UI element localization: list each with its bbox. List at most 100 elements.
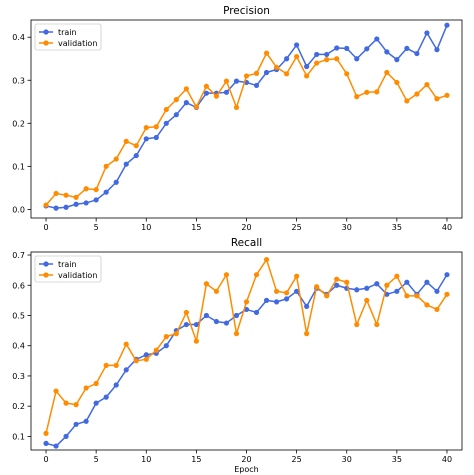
recall-train-point [123,367,129,373]
recall-x-tick-label: 25 [292,455,302,464]
recall-train-point [334,282,340,288]
precision-train-point [173,112,179,118]
recall-validation-point [344,279,350,285]
recall-x-tick-label: 15 [191,455,201,464]
recall-train-point [304,303,310,310]
recall-y-tick-label: 0.2 [12,402,25,411]
precision-train-point [314,51,320,58]
precision-train-point [113,179,119,185]
recall-x-tick-label: 0 [43,455,48,464]
recall-x-tick-label: 30 [342,455,352,464]
precision-legend-validation-marker [43,40,49,46]
precision-validation-point [63,192,69,198]
recall-train-point [163,343,169,349]
recall-validation-point [133,358,139,364]
recall-train-point [203,312,210,319]
recall-train-point [63,433,69,439]
recall-train-point [374,281,380,287]
recall-title: Recall [231,237,262,249]
precision-train-point [203,90,210,96]
precision-train-point [304,63,310,70]
precision-validation-point [414,91,420,97]
precision-validation-point [253,70,260,76]
precision-validation-point [273,64,280,70]
recall-train-point [394,288,400,294]
recall-train-point [263,297,270,303]
precision-validation-point [354,94,360,100]
recall-train-point [43,440,49,446]
recall-validation-point [263,256,270,263]
recall-legend-validation-label: validation [58,271,97,280]
precision-train-point [73,201,79,207]
recall-train-point [283,296,290,302]
precision-validation-point [123,138,129,144]
precision-validation-point [233,104,240,110]
precision-x-tick-label: 30 [342,223,352,232]
recall-validation-point [424,302,430,308]
precision-train-point [163,120,169,126]
recall-validation-point [243,299,250,305]
precision-x-tick-label: 20 [241,223,251,232]
precision-legend-train-label: train [58,28,77,37]
precision-train-point [183,100,189,106]
recall-train-point [103,394,109,400]
precision-validation-point [243,73,250,79]
precision-validation-point [203,83,210,89]
precision-train-point [364,46,370,52]
recall-validation-point [384,282,390,288]
recall-x-tick-label: 20 [241,455,251,464]
precision-y-tick-label: 0.4 [12,33,25,42]
recall-validation-point [374,321,380,328]
recall-validation-point [253,272,260,278]
precision-title: Precision [223,5,270,17]
precision-train-point [404,45,410,52]
recall-y-tick-label: 0.5 [12,311,25,320]
precision-validation-point [113,156,119,162]
precision-x-tick-label: 15 [191,223,201,232]
precision-chart: Precision 0 5 10 15 20 25 30 35 40 0.0 0.1 0.2 0.3 0.4… [12,5,463,232]
precision-validation-point [193,104,199,110]
recall-validation-point [233,331,240,337]
precision-validation-point [83,186,89,192]
precision-y-tick-label: 0.1 [12,162,25,171]
recall-x-tick-label: 35 [392,455,402,464]
recall-train-point [364,285,370,291]
precision-validation-point [133,143,139,149]
recall-validation-point [113,362,119,368]
precision-train-point [384,49,390,55]
recall-validation-point [163,334,169,340]
recall-validation-point [53,388,59,394]
recall-train-point [424,279,430,285]
precision-train-point [344,45,350,52]
recall-train-point [253,309,260,316]
recall-train-point [193,321,199,328]
recall-validation-point [404,293,410,299]
recall-x-tick-label: 40 [442,455,452,464]
precision-validation-point [374,89,380,95]
recall-y-tick-label: 0.4 [12,342,25,351]
precision-validation-point [143,125,149,131]
precision-legend-train-marker [43,29,49,35]
precision-validation-point [93,186,99,193]
precision-train-point [424,30,430,36]
precision-train-point [93,197,99,203]
precision-validation-point [424,81,430,88]
precision-validation-point [43,202,49,208]
recall-validation-point [63,400,69,406]
precision-train-point [334,45,340,51]
precision-train-point [123,161,129,167]
recall-train-point [273,299,280,305]
recall-validation-point [434,306,440,313]
recall-train-point [183,321,189,328]
precision-validation-point [314,60,320,66]
recall-y-tick-label: 0.1 [12,432,25,441]
precision-validation-point [223,78,230,84]
recall-validation-point [414,293,420,299]
precision-validation-point [394,79,400,86]
precision-train-point [53,205,59,211]
recall-train-point [143,352,149,358]
precision-validation-point [53,190,59,197]
recall-x-tick-label: 10 [141,455,151,464]
precision-x-tick-label: 10 [141,223,151,232]
